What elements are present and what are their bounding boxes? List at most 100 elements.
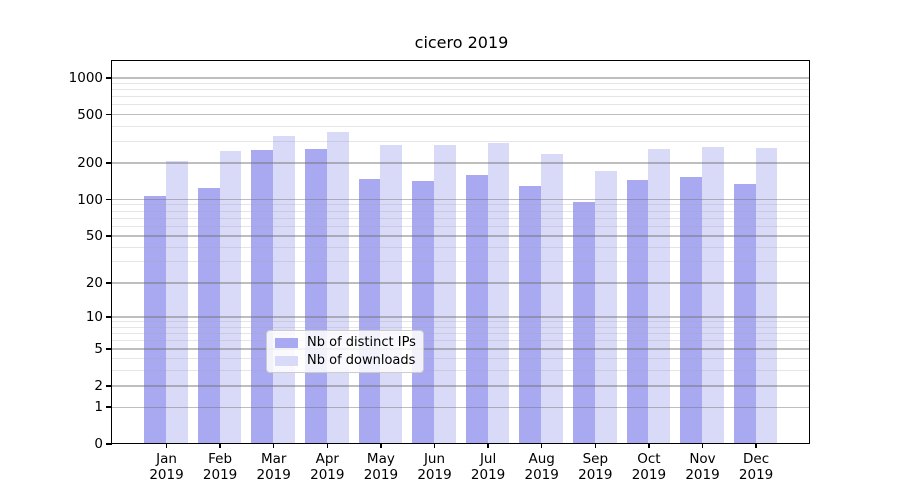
gridline-5 bbox=[112, 348, 810, 350]
x-tick-feb bbox=[219, 444, 221, 448]
y-tick-2 bbox=[106, 384, 112, 387]
y-tick-label-500: 500 bbox=[77, 106, 103, 123]
gridline-2 bbox=[112, 385, 810, 387]
gridline-minor-3 bbox=[112, 369, 810, 371]
month-label: Feb bbox=[208, 451, 233, 467]
y-tick-label-200: 200 bbox=[77, 155, 103, 172]
y-tick-200 bbox=[106, 162, 112, 164]
bar-aug-distinct-ips bbox=[519, 186, 542, 444]
x-tick-sep bbox=[594, 444, 596, 448]
y-tick-50 bbox=[106, 234, 112, 237]
bar-mar-downloads bbox=[273, 135, 295, 444]
bar-aug-downloads bbox=[541, 153, 563, 444]
y-tick-500 bbox=[106, 113, 112, 116]
gridline-20 bbox=[112, 282, 810, 284]
y-tick-1000 bbox=[106, 77, 112, 79]
gridline-minor-90 bbox=[112, 204, 810, 206]
x-tick-aug bbox=[541, 444, 543, 448]
bar-jun-downloads bbox=[433, 144, 456, 444]
legend-label-downloads: Nb of downloads bbox=[307, 353, 416, 368]
x-tick-label-jan: Jan 2019 bbox=[139, 451, 195, 483]
bar-feb-downloads bbox=[219, 150, 242, 444]
bar-jan-downloads bbox=[165, 160, 188, 444]
bar-jul-distinct-ips bbox=[465, 175, 488, 444]
bar-apr-distinct-ips bbox=[304, 149, 327, 444]
gridline-minor-40 bbox=[112, 246, 810, 248]
x-tick-label-aug: Aug 2019 bbox=[514, 451, 570, 483]
x-tick-nov bbox=[701, 444, 704, 448]
bar-dec-downloads bbox=[755, 148, 778, 444]
bar-feb-distinct-ips bbox=[197, 187, 220, 444]
year-label: 2019 bbox=[310, 467, 345, 483]
y-tick-label-1000: 1000 bbox=[68, 70, 103, 86]
month-label: Mar bbox=[260, 451, 287, 467]
legend-swatch-distinct-ips bbox=[275, 337, 298, 348]
gridline-minor-4 bbox=[112, 358, 810, 360]
x-tick-label-may: May 2019 bbox=[353, 451, 409, 483]
x-tick-mar bbox=[273, 444, 275, 448]
month-label: Aug bbox=[528, 451, 555, 467]
x-tick-label-dec: Dec 2019 bbox=[728, 451, 784, 483]
gridline-minor-60 bbox=[112, 225, 810, 227]
gridline-200 bbox=[112, 162, 810, 164]
gridline-minor-9 bbox=[112, 321, 810, 323]
gridline-minor-8 bbox=[112, 327, 810, 328]
year-label: 2019 bbox=[524, 467, 559, 483]
year-label: 2019 bbox=[363, 467, 399, 483]
bar-apr-downloads bbox=[326, 131, 349, 444]
legend-swatch-downloads bbox=[275, 355, 298, 366]
x-tick-dec bbox=[755, 444, 757, 448]
y-tick-label-20: 20 bbox=[85, 274, 103, 291]
y-tick-label-10: 10 bbox=[85, 308, 103, 325]
x-tick-label-jul: Jul 2019 bbox=[460, 451, 516, 483]
year-label: 2019 bbox=[738, 467, 774, 483]
gridline-minor-30 bbox=[112, 261, 810, 263]
gridline-minor-900 bbox=[112, 82, 810, 84]
y-tick-label-0: 0 bbox=[94, 436, 103, 452]
bar-sep-downloads bbox=[594, 171, 617, 444]
gridline-10 bbox=[112, 316, 810, 318]
y-tick-100 bbox=[106, 198, 112, 201]
year-label: 2019 bbox=[202, 467, 238, 483]
year-label: 2019 bbox=[149, 467, 184, 483]
x-tick-label-sep: Sep 2019 bbox=[567, 451, 623, 483]
gridline-minor-7 bbox=[112, 333, 810, 335]
x-tick-label-jun: Jun 2019 bbox=[407, 451, 463, 483]
x-tick-may bbox=[380, 444, 382, 448]
x-tick-jan bbox=[165, 444, 168, 448]
month-label: Sep bbox=[582, 451, 609, 467]
legend-row-downloads: Nb of downloads bbox=[275, 353, 415, 368]
bar-dec-distinct-ips bbox=[733, 183, 756, 444]
bar-jun-distinct-ips bbox=[412, 180, 434, 444]
year-label: 2019 bbox=[631, 467, 667, 483]
x-tick-label-oct: Oct 2019 bbox=[621, 451, 677, 483]
month-label: May bbox=[366, 451, 395, 467]
bar-may-distinct-ips bbox=[358, 178, 381, 444]
gridline-500 bbox=[112, 114, 810, 116]
x-tick-label-mar: Mar 2019 bbox=[246, 451, 302, 483]
bar-nov-downloads bbox=[701, 147, 724, 444]
x-tick-oct bbox=[648, 444, 650, 448]
month-label: Dec bbox=[743, 451, 770, 467]
gridline-minor-300 bbox=[112, 141, 810, 143]
y-tick-1 bbox=[106, 406, 112, 409]
gridline-minor-70 bbox=[112, 217, 810, 219]
x-tick-label-nov: Nov 2019 bbox=[675, 451, 731, 483]
legend: Nb of distinct IPs Nb of downloads bbox=[266, 330, 424, 373]
gridline-1 bbox=[112, 406, 810, 409]
month-label: Jun bbox=[423, 451, 446, 467]
gridline-minor-6 bbox=[112, 340, 810, 342]
gridline-100 bbox=[112, 198, 810, 201]
gridline-1000 bbox=[112, 77, 810, 79]
year-label: 2019 bbox=[578, 467, 613, 483]
bar-mar-distinct-ips bbox=[251, 150, 274, 444]
x-tick-apr bbox=[326, 444, 328, 448]
bar-jul-downloads bbox=[487, 142, 510, 444]
gridline-minor-400 bbox=[112, 125, 810, 127]
bar-jan-distinct-ips bbox=[144, 195, 166, 444]
y-tick-label-100: 100 bbox=[77, 191, 103, 208]
bar-sep-distinct-ips bbox=[572, 201, 595, 444]
year-label: 2019 bbox=[417, 467, 452, 483]
y-tick-20 bbox=[106, 281, 112, 284]
